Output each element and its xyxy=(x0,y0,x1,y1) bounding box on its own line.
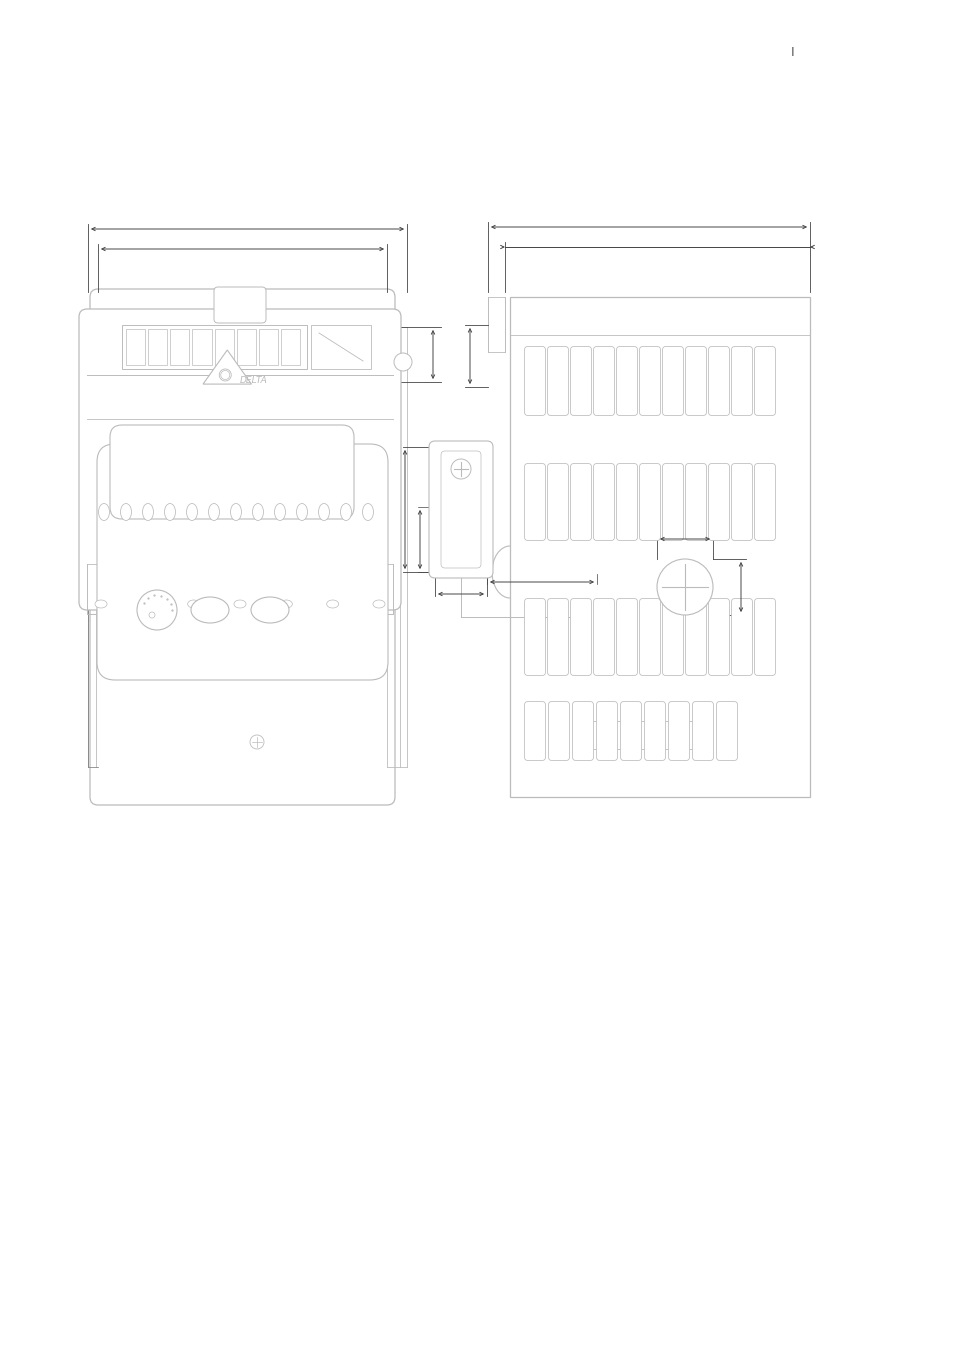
FancyBboxPatch shape xyxy=(731,346,752,415)
Polygon shape xyxy=(203,350,252,384)
FancyBboxPatch shape xyxy=(596,702,617,760)
FancyBboxPatch shape xyxy=(524,346,545,415)
Ellipse shape xyxy=(318,503,329,521)
FancyBboxPatch shape xyxy=(616,598,637,676)
FancyBboxPatch shape xyxy=(708,464,729,540)
Circle shape xyxy=(149,612,154,617)
FancyBboxPatch shape xyxy=(639,346,659,415)
Ellipse shape xyxy=(120,503,132,521)
Ellipse shape xyxy=(373,600,385,608)
Circle shape xyxy=(250,735,264,749)
Circle shape xyxy=(451,459,471,479)
Ellipse shape xyxy=(340,503,351,521)
FancyBboxPatch shape xyxy=(685,346,706,415)
FancyBboxPatch shape xyxy=(708,598,729,676)
Bar xyxy=(170,328,190,365)
Ellipse shape xyxy=(95,600,107,608)
FancyBboxPatch shape xyxy=(429,441,493,578)
FancyBboxPatch shape xyxy=(754,346,775,415)
Ellipse shape xyxy=(188,600,199,608)
Ellipse shape xyxy=(296,503,307,521)
FancyBboxPatch shape xyxy=(716,702,737,760)
Ellipse shape xyxy=(142,503,153,521)
Circle shape xyxy=(219,369,231,381)
FancyBboxPatch shape xyxy=(685,598,706,676)
Bar xyxy=(214,328,233,365)
FancyBboxPatch shape xyxy=(668,702,689,760)
FancyBboxPatch shape xyxy=(661,346,682,415)
Ellipse shape xyxy=(326,600,338,608)
Ellipse shape xyxy=(274,503,285,521)
FancyBboxPatch shape xyxy=(731,464,752,540)
FancyBboxPatch shape xyxy=(661,598,682,676)
FancyBboxPatch shape xyxy=(90,289,395,805)
FancyBboxPatch shape xyxy=(708,346,729,415)
Bar xyxy=(280,328,299,365)
Ellipse shape xyxy=(231,503,241,521)
Ellipse shape xyxy=(362,503,374,521)
Bar xyxy=(193,328,212,365)
FancyBboxPatch shape xyxy=(570,346,591,415)
Ellipse shape xyxy=(233,600,246,608)
FancyBboxPatch shape xyxy=(731,598,752,676)
FancyBboxPatch shape xyxy=(110,425,354,518)
FancyBboxPatch shape xyxy=(524,598,545,676)
FancyBboxPatch shape xyxy=(213,286,266,323)
FancyBboxPatch shape xyxy=(547,464,568,540)
FancyBboxPatch shape xyxy=(593,464,614,540)
Bar xyxy=(236,328,255,365)
FancyBboxPatch shape xyxy=(79,309,400,611)
FancyBboxPatch shape xyxy=(616,346,637,415)
FancyBboxPatch shape xyxy=(570,464,591,540)
Ellipse shape xyxy=(164,503,175,521)
FancyBboxPatch shape xyxy=(524,464,545,540)
Text: DELTA: DELTA xyxy=(239,376,267,384)
FancyBboxPatch shape xyxy=(547,598,568,676)
Bar xyxy=(510,297,809,797)
Ellipse shape xyxy=(280,600,292,608)
FancyBboxPatch shape xyxy=(692,702,713,760)
Bar xyxy=(148,328,167,365)
FancyBboxPatch shape xyxy=(97,444,388,680)
Bar xyxy=(137,495,348,547)
FancyBboxPatch shape xyxy=(639,464,659,540)
FancyBboxPatch shape xyxy=(619,702,640,760)
FancyBboxPatch shape xyxy=(440,451,480,569)
Bar xyxy=(575,721,709,749)
Bar xyxy=(122,324,307,369)
Circle shape xyxy=(394,353,412,370)
Circle shape xyxy=(657,559,712,615)
FancyBboxPatch shape xyxy=(644,702,665,760)
FancyBboxPatch shape xyxy=(661,464,682,540)
Bar xyxy=(126,328,145,365)
Bar xyxy=(311,324,371,369)
Circle shape xyxy=(137,590,177,630)
Ellipse shape xyxy=(141,600,153,608)
FancyBboxPatch shape xyxy=(639,598,659,676)
FancyBboxPatch shape xyxy=(524,702,545,760)
FancyBboxPatch shape xyxy=(548,702,569,760)
FancyBboxPatch shape xyxy=(570,598,591,676)
Text: I: I xyxy=(790,46,794,58)
Ellipse shape xyxy=(253,503,263,521)
FancyBboxPatch shape xyxy=(616,464,637,540)
Ellipse shape xyxy=(191,597,229,623)
FancyBboxPatch shape xyxy=(754,464,775,540)
Ellipse shape xyxy=(209,503,219,521)
FancyBboxPatch shape xyxy=(754,598,775,676)
FancyBboxPatch shape xyxy=(547,346,568,415)
Ellipse shape xyxy=(251,597,289,623)
Ellipse shape xyxy=(98,503,110,521)
FancyBboxPatch shape xyxy=(685,464,706,540)
FancyBboxPatch shape xyxy=(593,346,614,415)
FancyBboxPatch shape xyxy=(593,598,614,676)
Ellipse shape xyxy=(186,503,197,521)
FancyBboxPatch shape xyxy=(572,702,593,760)
Bar xyxy=(258,328,277,365)
